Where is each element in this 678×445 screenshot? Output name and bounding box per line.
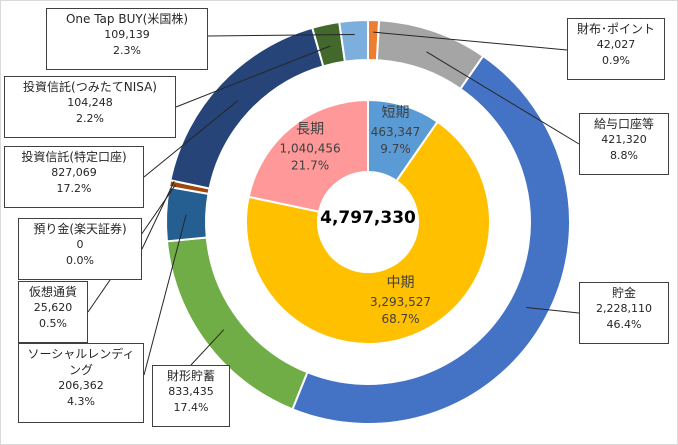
leader-line-9 [207, 34, 355, 37]
callout-3: 財形貯蓄 833,435 17.4% [152, 365, 230, 427]
callout-9: One Tap BUY(米国株) 109,139 2.3% [46, 8, 208, 70]
callout-percent: 4.3% [67, 395, 95, 408]
callout-percent: 46.4% [606, 318, 642, 331]
leader-line-2 [526, 307, 580, 314]
leader-line-8 [175, 45, 331, 108]
callout-value: 42,027 [596, 38, 636, 51]
callout-label: 仮想通貨 [28, 285, 77, 299]
callout-label: ソーシャルレンディング [27, 347, 135, 377]
callout-8: 投資信託(つみたてNISA) 104,248 2.2% [4, 76, 176, 138]
callout-value: 2,228,110 [596, 302, 652, 315]
callout-4: ソーシャルレンディング 206,362 4.3% [18, 343, 144, 423]
callout-value: 0 [76, 238, 84, 251]
callout-label: 財形貯蓄 [166, 369, 215, 383]
inner-slice-2 [247, 98, 369, 213]
callout-5: 仮想通貨 25,620 0.5% [18, 281, 88, 343]
inner-label-1-line-0: 中期 [387, 275, 415, 291]
leader-line-6 [141, 180, 175, 250]
inner-label-1-line-2: 68.7% [381, 312, 419, 326]
leader-line-0 [373, 31, 568, 51]
callout-label: 給与口座等 [593, 117, 654, 131]
callout-label: 投資信託(つみたてNISA) [23, 80, 157, 94]
callout-percent: 8.8% [610, 149, 638, 162]
callout-label: 預り金(楽天証券) [33, 222, 127, 236]
callout-value: 833,435 [168, 385, 214, 398]
callout-value: 421,320 [601, 133, 647, 146]
callout-value: 827,069 [51, 166, 97, 179]
outer-slice-2 [291, 54, 571, 425]
inner-label-0-line-0: 短期 [382, 105, 410, 121]
callout-percent: 2.2% [76, 112, 104, 125]
callout-percent: 17.4% [173, 401, 209, 414]
callout-label: 貯金 [611, 286, 636, 300]
inner-ring [245, 98, 491, 345]
inner-label-2-line-2: 21.7% [291, 159, 329, 173]
leader-line-3 [190, 329, 225, 366]
inner-ring-labels: 短期 463,347 9.7% 中期 3,293,527 68.7% 長期 1,040,456… [280, 105, 431, 326]
leader-line-4 [143, 214, 187, 376]
callout-value: 25,620 [33, 301, 73, 314]
callout-percent: 0.9% [602, 54, 630, 67]
callout-0: 財布･ポイント 42,027 0.9% [567, 18, 665, 80]
callout-value: 109,139 [104, 28, 150, 41]
total-label: 4,797,330 [320, 208, 416, 228]
callout-1: 給与口座等 421,320 8.8% [579, 113, 669, 175]
outer-ring [165, 18, 571, 425]
callout-percent: 2.3% [113, 44, 141, 57]
leader-line-1 [426, 51, 580, 145]
callout-7: 投資信託(特定口座) 827,069 17.2% [4, 146, 144, 208]
inner-slice-1 [245, 120, 491, 345]
callout-2: 貯金 2,228,110 46.4% [579, 282, 669, 344]
callout-label: 投資信託(特定口座) [21, 150, 127, 164]
leader-line-7 [143, 100, 239, 178]
callout-label: 財布･ポイント [576, 22, 655, 36]
inner-label-2-line-1: 1,040,456 [280, 142, 341, 156]
callout-value: 104,248 [67, 96, 113, 109]
inner-label-0-line-2: 9.7% [380, 142, 411, 156]
callout-6: 預り金(楽天証券) 0 0.0% [18, 218, 142, 280]
outer-slice-4 [165, 185, 210, 243]
callout-percent: 0.5% [39, 317, 67, 330]
outer-slice-9 [338, 18, 369, 63]
callout-percent: 17.2% [56, 182, 92, 195]
inner-label-1-line-1: 3,293,527 [370, 295, 431, 309]
inner-label-0-line-1: 463,347 [371, 125, 421, 139]
callout-label: One Tap BUY(米国株) [65, 12, 189, 26]
callout-value: 206,362 [58, 379, 104, 392]
callout-percent: 0.0% [66, 254, 94, 267]
inner-label-2-line-0: 長期 [296, 122, 324, 138]
